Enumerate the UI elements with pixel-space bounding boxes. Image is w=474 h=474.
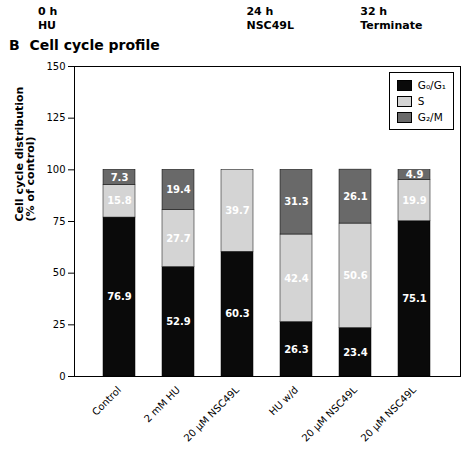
- svg-text:27.7: 27.7: [166, 233, 191, 244]
- svg-text:19.9: 19.9: [402, 195, 427, 206]
- svg-text:50.6: 50.6: [343, 270, 368, 281]
- svg-text:25: 25: [53, 319, 66, 330]
- svg-text:HU w/d: HU w/d: [267, 384, 300, 417]
- svg-text:20 μM NSC49L: 20 μM NSC49L: [359, 384, 419, 444]
- svg-text:125: 125: [46, 112, 65, 123]
- svg-text:4.9: 4.9: [406, 169, 424, 180]
- html-text:0 h HU: 0 h HU: [37, 5, 58, 32]
- svg-text:75: 75: [53, 216, 66, 227]
- svg-text:50: 50: [53, 267, 66, 278]
- html-text:G₀/G₁: G₀/G₁: [417, 79, 446, 91]
- svg-text:60.3: 60.3: [225, 308, 250, 319]
- html-text:B Cell cycle profile: B Cell cycle profile: [9, 37, 160, 53]
- svg-text:20 μM NSC49L: 20 μM NSC49L: [182, 384, 242, 444]
- svg-text:52.9: 52.9: [166, 316, 191, 327]
- svg-text:7.3: 7.3: [111, 172, 129, 183]
- svg-text:76.9: 76.9: [107, 291, 132, 302]
- svg-text:Cell cycle distribution(% of c: Cell cycle distribution(% of control): [13, 87, 37, 222]
- html-text:G₂/M: G₂/M: [417, 111, 443, 123]
- html-text:S: S: [417, 95, 425, 107]
- svg-text:75.1: 75.1: [402, 293, 427, 304]
- svg-text:2 mM HU: 2 mM HU: [142, 384, 182, 424]
- svg-text:0: 0: [59, 371, 65, 382]
- svg-text:Control: Control: [90, 384, 123, 417]
- html-text:24 h NSC49L: 24 h NSC49L: [246, 5, 294, 32]
- svg-text:39.7: 39.7: [225, 205, 250, 216]
- svg-text:26.3: 26.3: [284, 344, 309, 355]
- svg-text:31.3: 31.3: [284, 196, 309, 207]
- svg-text:42.4: 42.4: [284, 273, 309, 284]
- svg-text:150: 150: [46, 61, 65, 72]
- svg-text:15.8: 15.8: [107, 195, 132, 206]
- svg-text:19.4: 19.4: [166, 184, 191, 195]
- svg-text:100: 100: [46, 164, 65, 175]
- html-text:32 h Terminate: 32 h Terminate: [360, 5, 423, 32]
- svg-text:20 μM NSC49L: 20 μM NSC49L: [300, 384, 360, 444]
- svg-text:23.4: 23.4: [343, 347, 368, 358]
- svg-text:26.1: 26.1: [343, 191, 368, 202]
